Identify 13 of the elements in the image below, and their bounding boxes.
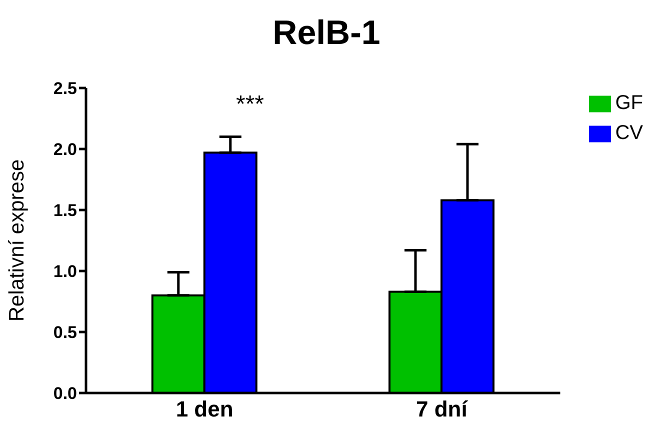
x-tick-label: 1 den [176,396,234,422]
y-tick-label: 2.0 [53,140,77,160]
chart-title: RelB-1 [272,14,382,53]
y-tick-label: 1.5 [53,201,77,220]
y-tick-label: 2.5 [53,79,77,98]
y-tick-label: 0.0 [53,384,77,404]
legend-label: GF [615,92,643,114]
legend-label: CV [615,122,643,144]
x-tick-label: 7 dní [416,396,468,422]
y-axis-title: Relativní exprese [5,159,28,322]
y-tick-label: 0.5 [53,323,77,342]
y-tick-label: 1.0 [53,262,77,282]
annotation: *** [234,91,266,118]
